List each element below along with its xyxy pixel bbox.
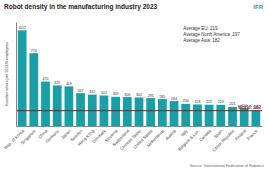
bars <box>16 30 262 126</box>
y-axis <box>16 23 17 127</box>
data-label: 285 <box>159 95 165 99</box>
data-labels: 1012 770 470 429 419 347 332 322 309 306 302 295 285… <box>18 26 259 110</box>
x-tick: France <box>246 126 259 141</box>
bar <box>123 97 132 126</box>
x-axis: Rep. of KoreaSingaporeChinaGermanyJapanS… <box>3 126 262 153</box>
bar <box>158 99 167 126</box>
data-label: 295 <box>148 94 154 98</box>
annotation: Average Asia: 182 <box>183 38 220 43</box>
x-tick: Canada <box>198 126 212 142</box>
x-tick: Singapore <box>20 126 38 145</box>
bar <box>251 111 260 126</box>
data-label: 225 <box>206 100 212 104</box>
x-tick: Italy <box>180 126 190 137</box>
data-label: 429 <box>54 81 60 85</box>
x-tick: Finland <box>234 126 248 142</box>
data-label: 1012 <box>18 26 26 30</box>
x-tick-label: Canada <box>198 128 212 142</box>
data-label: 309 <box>113 92 119 96</box>
bar <box>146 98 155 126</box>
bar <box>228 107 237 126</box>
x-tick-label: Belgium & Lux. <box>177 128 200 151</box>
x-tick-label: Netherlands <box>146 128 166 148</box>
annotations: Average EU: 219Average North America: 19… <box>183 26 240 43</box>
x-tick-label: Austria <box>164 128 177 141</box>
reference-line <box>16 110 262 111</box>
x-tick: Belgium & Lux. <box>177 126 200 152</box>
data-label: 234 <box>183 99 189 103</box>
logo: IFR <box>253 4 263 10</box>
bar <box>181 104 190 126</box>
bar <box>18 30 27 126</box>
x-tick: Austria <box>164 126 177 141</box>
bar <box>53 85 62 126</box>
bar <box>29 53 38 126</box>
reference-label: World: 162 <box>238 105 261 110</box>
plot: 1012 770 470 429 419 347 332 322 309 306 302 295 285… <box>3 23 262 153</box>
bar <box>216 105 225 126</box>
title: Robot density in the manufacturing indus… <box>4 3 158 11</box>
annotation: Average North America: 197 <box>183 32 240 37</box>
bar <box>205 105 214 126</box>
annotation: Average EU: 219 <box>183 26 218 31</box>
x-tick-label: Italy <box>180 128 190 138</box>
bar <box>111 97 120 126</box>
x-tick-label: Czech Republic <box>211 128 235 152</box>
data-label: 322 <box>101 91 107 95</box>
data-label: 264 <box>171 97 177 101</box>
bar <box>76 93 85 126</box>
bar <box>64 86 73 126</box>
y-axis-line <box>16 23 17 127</box>
bar <box>41 82 50 126</box>
data-label: 347 <box>78 89 84 93</box>
x-tick: Czech Republic <box>211 126 235 153</box>
bar <box>135 97 144 126</box>
x-axis-line <box>17 126 263 127</box>
data-label: 419 <box>66 82 72 86</box>
data-label: 228 <box>194 100 200 104</box>
bar <box>193 104 202 126</box>
x-tick-label: Hong Kong <box>77 128 96 147</box>
data-label: 770 <box>31 49 37 53</box>
chart: Robot density in the manufacturing indus… <box>0 0 268 170</box>
data-label: 306 <box>124 93 130 97</box>
x-tick-label: France <box>246 128 259 141</box>
x-tick-label: Singapore <box>20 128 38 146</box>
y-axis-title: Installed robots per 10,000 employees <box>5 42 9 106</box>
x-tick: Netherlands <box>146 126 166 148</box>
data-label: 332 <box>89 90 95 94</box>
source: Source: International Federation of Robo… <box>190 164 264 168</box>
x-tick-label: Finland <box>234 128 248 142</box>
bar <box>170 101 179 126</box>
x-tick: Hong Kong <box>77 126 96 147</box>
data-label: 224 <box>218 100 224 104</box>
data-label: 470 <box>43 77 49 81</box>
data-label: 302 <box>136 93 142 97</box>
x-tick: Germany <box>44 126 60 144</box>
data-label: 201 <box>229 102 235 106</box>
x-tick-label: Germany <box>44 128 60 144</box>
